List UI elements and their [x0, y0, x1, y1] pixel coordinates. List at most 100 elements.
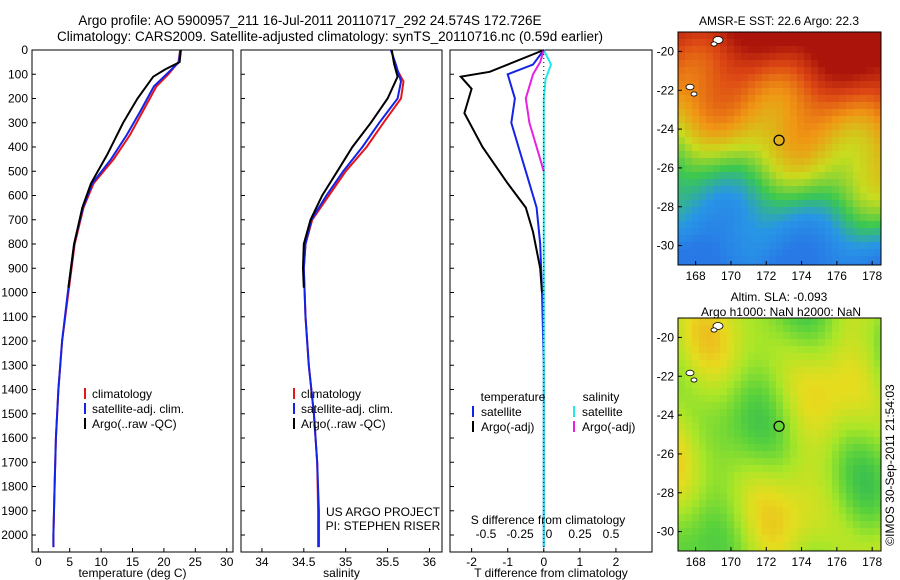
sst-map-cell: [846, 60, 854, 68]
sst-map-cell: [776, 60, 784, 68]
sst-map-cell: [839, 235, 847, 243]
sst-map-cell: [818, 39, 826, 47]
sla-map-cell: [734, 521, 742, 529]
sla-map-cell: [769, 465, 777, 473]
sst-map-cell: [699, 214, 707, 222]
sla-map-cell: [734, 402, 742, 410]
sst-map-cell: [727, 67, 735, 75]
sla-map-cell: [685, 451, 693, 459]
sst-map-cell: [790, 158, 798, 166]
sla-map-cell: [720, 437, 728, 445]
sla-map-cell: [867, 367, 875, 375]
sla-map-cell: [741, 528, 749, 536]
sla-map-cell: [706, 451, 714, 459]
sst-map-cell: [853, 32, 861, 40]
sla-map-cell: [783, 493, 791, 501]
sla-map-cell: [741, 353, 749, 361]
sst-map-cell: [678, 186, 686, 194]
sla-map-cell: [706, 479, 714, 487]
sla-map-cell: [776, 500, 784, 508]
sst-map-cell: [692, 123, 700, 131]
sla-map-cell: [783, 458, 791, 466]
sst-map-cell: [846, 242, 854, 250]
sst-map-cell: [685, 144, 693, 152]
sla-map-cell: [825, 388, 833, 396]
sst-map-cell: [769, 263, 777, 265]
sst-map-cell: [811, 116, 819, 124]
sla-map-cell: [860, 416, 868, 424]
sla-map-cell: [797, 549, 805, 551]
sla-map-cell: [776, 493, 784, 501]
sla-map-cell: [727, 402, 735, 410]
sst-map-cell: [762, 109, 770, 117]
depth-tick-label: 1900: [1, 504, 28, 518]
sla-map-cell: [818, 528, 826, 536]
sst-map-cell: [720, 123, 728, 131]
sla-map-cell: [748, 528, 756, 536]
sla-map-cell: [874, 388, 881, 396]
sst-map-cell: [734, 221, 742, 229]
sst-map-cell: [685, 102, 693, 110]
sla-map-cell: [748, 479, 756, 487]
salinity-xlabel: salinity: [323, 566, 360, 580]
sst-map-cell: [734, 256, 742, 264]
sst-map-cell: [797, 193, 805, 201]
sst-map-cell: [804, 46, 812, 54]
sla-map-cell: [776, 430, 784, 438]
sst-map-cell: [685, 221, 693, 229]
sst-map-cell: [776, 116, 784, 124]
sst-map-cell: [762, 88, 770, 96]
sla-map-cell: [853, 374, 861, 382]
sst-map-cell: [874, 81, 881, 89]
sla-map-cell: [783, 514, 791, 522]
sst-map-cell: [804, 74, 812, 82]
sst-map-cell: [790, 60, 798, 68]
sst-map-cell: [720, 39, 728, 47]
sst-map-cell: [825, 137, 833, 145]
sst-map-cell: [720, 256, 728, 264]
sla-map-cell: [839, 535, 847, 543]
sla-map-cell: [734, 451, 742, 459]
sst-map-cell: [867, 263, 875, 265]
sla-map-cell: [832, 402, 840, 410]
depth-tick-label: 900: [8, 261, 28, 275]
sla-map-subtitle: Argo h1000: NaN h2000: NaN: [701, 305, 861, 319]
sst-map-cell: [825, 46, 833, 54]
sla-map-cell: [741, 542, 749, 550]
sla-map-cell: [790, 402, 798, 410]
sst-map-cell: [825, 130, 833, 138]
sst-map-cell: [720, 151, 728, 159]
sst-map-cell: [762, 81, 770, 89]
sla-map-cell: [769, 500, 777, 508]
sst-map-cell: [811, 158, 819, 166]
sla-map-cell: [692, 514, 700, 522]
sla-map-cell: [860, 360, 868, 368]
sla-map-cell: [713, 451, 721, 459]
sla-map-cell: [678, 437, 686, 445]
sla-map-cell: [853, 318, 861, 326]
sla-map-cell: [804, 367, 812, 375]
sst-map-cell: [713, 81, 721, 89]
sla-map-cell: [678, 514, 686, 522]
sla-map-cell: [748, 472, 756, 480]
sla-map-cell: [713, 402, 721, 410]
sla-map-cell: [713, 416, 721, 424]
sla-map-cell: [804, 416, 812, 424]
sst-map-cell: [727, 249, 735, 257]
sst-map-cell: [783, 249, 791, 257]
sla-map-cell: [804, 430, 812, 438]
sst-map-cell: [755, 172, 763, 180]
salinity-xtick-label: 34.5: [292, 555, 316, 569]
sla-map-cell: [846, 444, 854, 452]
sst-map-cell: [860, 179, 868, 187]
sst-map-cell: [783, 109, 791, 117]
sla-map-cell: [755, 402, 763, 410]
sla-map-cell: [741, 325, 749, 333]
sla-map-cell: [825, 430, 833, 438]
sst-map-cell: [853, 207, 861, 215]
sla-map-cell: [846, 388, 854, 396]
sla-map-cell: [734, 535, 742, 543]
sst-map-cell: [839, 179, 847, 187]
sla-map-cell: [727, 486, 735, 494]
sst-map-cell: [797, 81, 805, 89]
